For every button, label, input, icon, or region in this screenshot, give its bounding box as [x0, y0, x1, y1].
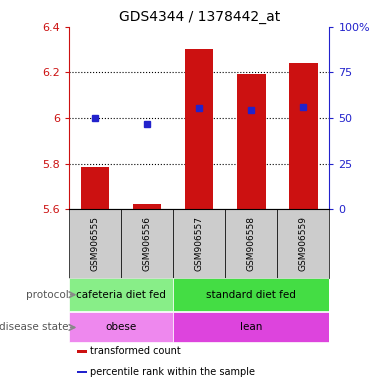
Bar — [77, 371, 87, 373]
Text: GSM906558: GSM906558 — [247, 216, 256, 271]
Title: GDS4344 / 1378442_at: GDS4344 / 1378442_at — [118, 10, 280, 25]
Text: obese: obese — [105, 323, 137, 333]
Text: standard diet fed: standard diet fed — [206, 290, 296, 300]
Text: disease state: disease state — [0, 323, 69, 333]
FancyBboxPatch shape — [173, 313, 329, 343]
Text: GSM906556: GSM906556 — [142, 216, 152, 271]
Bar — [81, 167, 109, 209]
Text: cafeteria diet fed: cafeteria diet fed — [76, 290, 166, 300]
FancyBboxPatch shape — [277, 209, 329, 278]
FancyBboxPatch shape — [173, 209, 225, 278]
Text: GSM906555: GSM906555 — [90, 216, 100, 271]
Bar — [77, 350, 87, 353]
FancyBboxPatch shape — [69, 209, 121, 278]
Bar — [185, 48, 213, 209]
FancyBboxPatch shape — [69, 278, 173, 311]
FancyBboxPatch shape — [121, 209, 173, 278]
Bar — [237, 74, 265, 209]
FancyBboxPatch shape — [69, 313, 173, 343]
Bar — [289, 63, 318, 209]
Bar — [133, 204, 161, 209]
Text: transformed count: transformed count — [90, 346, 180, 356]
FancyBboxPatch shape — [225, 209, 277, 278]
Text: protocol: protocol — [26, 290, 69, 300]
FancyBboxPatch shape — [173, 278, 329, 311]
Text: percentile rank within the sample: percentile rank within the sample — [90, 367, 255, 377]
Text: GSM906557: GSM906557 — [195, 216, 204, 271]
Text: GSM906559: GSM906559 — [299, 216, 308, 271]
Text: lean: lean — [240, 323, 262, 333]
